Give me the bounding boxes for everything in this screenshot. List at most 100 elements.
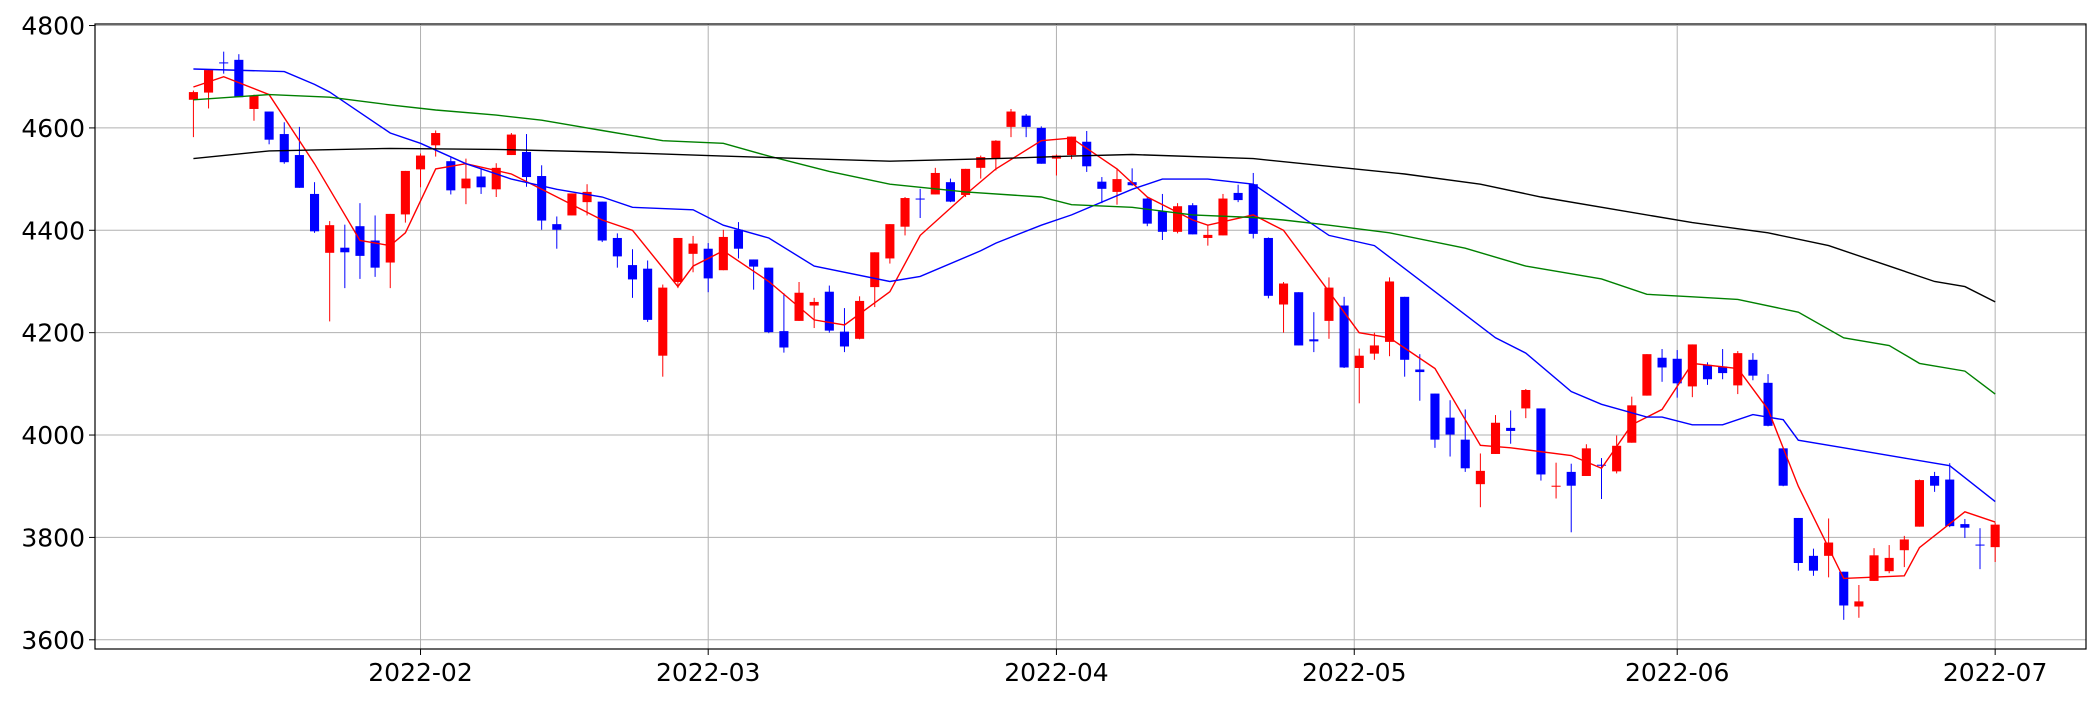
- candle-body: [1173, 206, 1183, 232]
- candle-body: [1854, 601, 1864, 607]
- candle-body: [340, 247, 350, 253]
- candle-body: [309, 193, 320, 232]
- candle-body: [764, 267, 774, 333]
- candle-body: [476, 176, 486, 188]
- candle-body: [1157, 211, 1167, 232]
- candle-body: [612, 237, 622, 257]
- moving-average-line: [193, 93, 1996, 395]
- candle-body: [219, 62, 229, 64]
- candle-body: [1263, 237, 1273, 296]
- candle-body: [1551, 485, 1561, 487]
- y-tick-label: 4400: [21, 216, 85, 245]
- candle-body: [1294, 292, 1304, 346]
- y-tick-label: 4200: [21, 319, 85, 348]
- candle-body: [1808, 555, 1819, 571]
- moving-average-line: [193, 75, 1996, 580]
- x-tick-label: 2022-04: [1004, 658, 1108, 687]
- candle-body: [1233, 192, 1243, 201]
- candle-body: [839, 331, 850, 347]
- candle-body: [446, 161, 456, 191]
- candle-body: [1309, 339, 1319, 342]
- candle-body: [552, 224, 562, 230]
- candle-body: [1975, 544, 1985, 546]
- candle-body: [1718, 366, 1728, 374]
- candle-body: [582, 191, 592, 203]
- candle-body: [1612, 445, 1622, 472]
- x-tick-label: 2022-06: [1625, 658, 1729, 687]
- candle-body: [370, 240, 380, 268]
- candle-body: [1036, 127, 1046, 164]
- candle-body: [733, 229, 744, 249]
- candle-body: [400, 170, 410, 215]
- candle-body: [264, 111, 274, 140]
- candle-body: [1445, 417, 1455, 435]
- candle-body: [915, 198, 925, 200]
- moving-average-line: [193, 68, 1996, 503]
- candle-body: [1566, 471, 1576, 486]
- candle-body: [749, 259, 759, 267]
- candle-body: [1914, 480, 1924, 527]
- candle-body: [1763, 382, 1773, 426]
- candle-body: [294, 155, 304, 188]
- candle-body: [627, 265, 638, 280]
- candle-body: [1945, 479, 1955, 527]
- candle-body: [415, 155, 426, 170]
- candle-body: [521, 151, 532, 178]
- candle-body: [885, 224, 895, 259]
- candle-body: [1960, 524, 1970, 528]
- y-tick-label: 4000: [21, 421, 85, 450]
- candle-body: [1884, 557, 1894, 572]
- candle-body: [1672, 358, 1682, 384]
- candle-body: [1536, 408, 1546, 475]
- candle-body: [1248, 184, 1258, 234]
- candle-body: [1203, 234, 1213, 238]
- candle-body: [658, 287, 668, 356]
- candle-body: [461, 178, 471, 189]
- candle-body: [1475, 470, 1485, 485]
- plot-frame: [94, 23, 2087, 650]
- candle-body: [1112, 179, 1122, 192]
- candle-body: [779, 331, 789, 348]
- candle-body: [703, 248, 713, 279]
- candle-body: [643, 268, 653, 320]
- candle-body: [824, 291, 834, 331]
- candle-body: [1142, 198, 1152, 224]
- candle-body: [1687, 344, 1697, 387]
- candle-body: [1778, 448, 1788, 486]
- candle-body: [1521, 389, 1531, 409]
- y-tick-label: 3600: [21, 626, 85, 655]
- candle-body: [855, 300, 865, 339]
- candle-body: [1021, 115, 1031, 127]
- candle-body: [1415, 369, 1425, 373]
- candle-body: [234, 59, 244, 98]
- candle-body: [279, 134, 289, 163]
- candle-body: [1793, 517, 1803, 564]
- candle-body: [385, 213, 395, 263]
- candle-body: [1930, 475, 1940, 486]
- candle-body: [431, 133, 441, 146]
- candle-body: [537, 176, 547, 221]
- candle-body: [249, 95, 259, 109]
- y-tick-label: 4800: [21, 12, 85, 41]
- candle-body: [1596, 464, 1607, 466]
- candle-body: [1006, 111, 1016, 127]
- candle-body: [1067, 136, 1077, 156]
- candle-body: [1839, 571, 1849, 606]
- candle-body: [673, 237, 683, 282]
- candle-body: [930, 172, 940, 195]
- candle-body: [961, 168, 971, 195]
- candle-body: [1082, 141, 1092, 167]
- y-tick-label: 4600: [21, 114, 85, 143]
- candle-body: [1642, 354, 1652, 396]
- candle-body: [976, 157, 986, 168]
- moving-average-line: [193, 147, 1996, 303]
- candle-body: [1339, 305, 1349, 368]
- candle-body: [870, 252, 880, 288]
- candle-body: [1702, 364, 1713, 380]
- candle-body: [991, 140, 1001, 159]
- candle-body: [1384, 281, 1395, 342]
- candle-body: [945, 182, 955, 202]
- candle-body: [1657, 357, 1667, 368]
- x-tick-label: 2022-07: [1943, 658, 2047, 687]
